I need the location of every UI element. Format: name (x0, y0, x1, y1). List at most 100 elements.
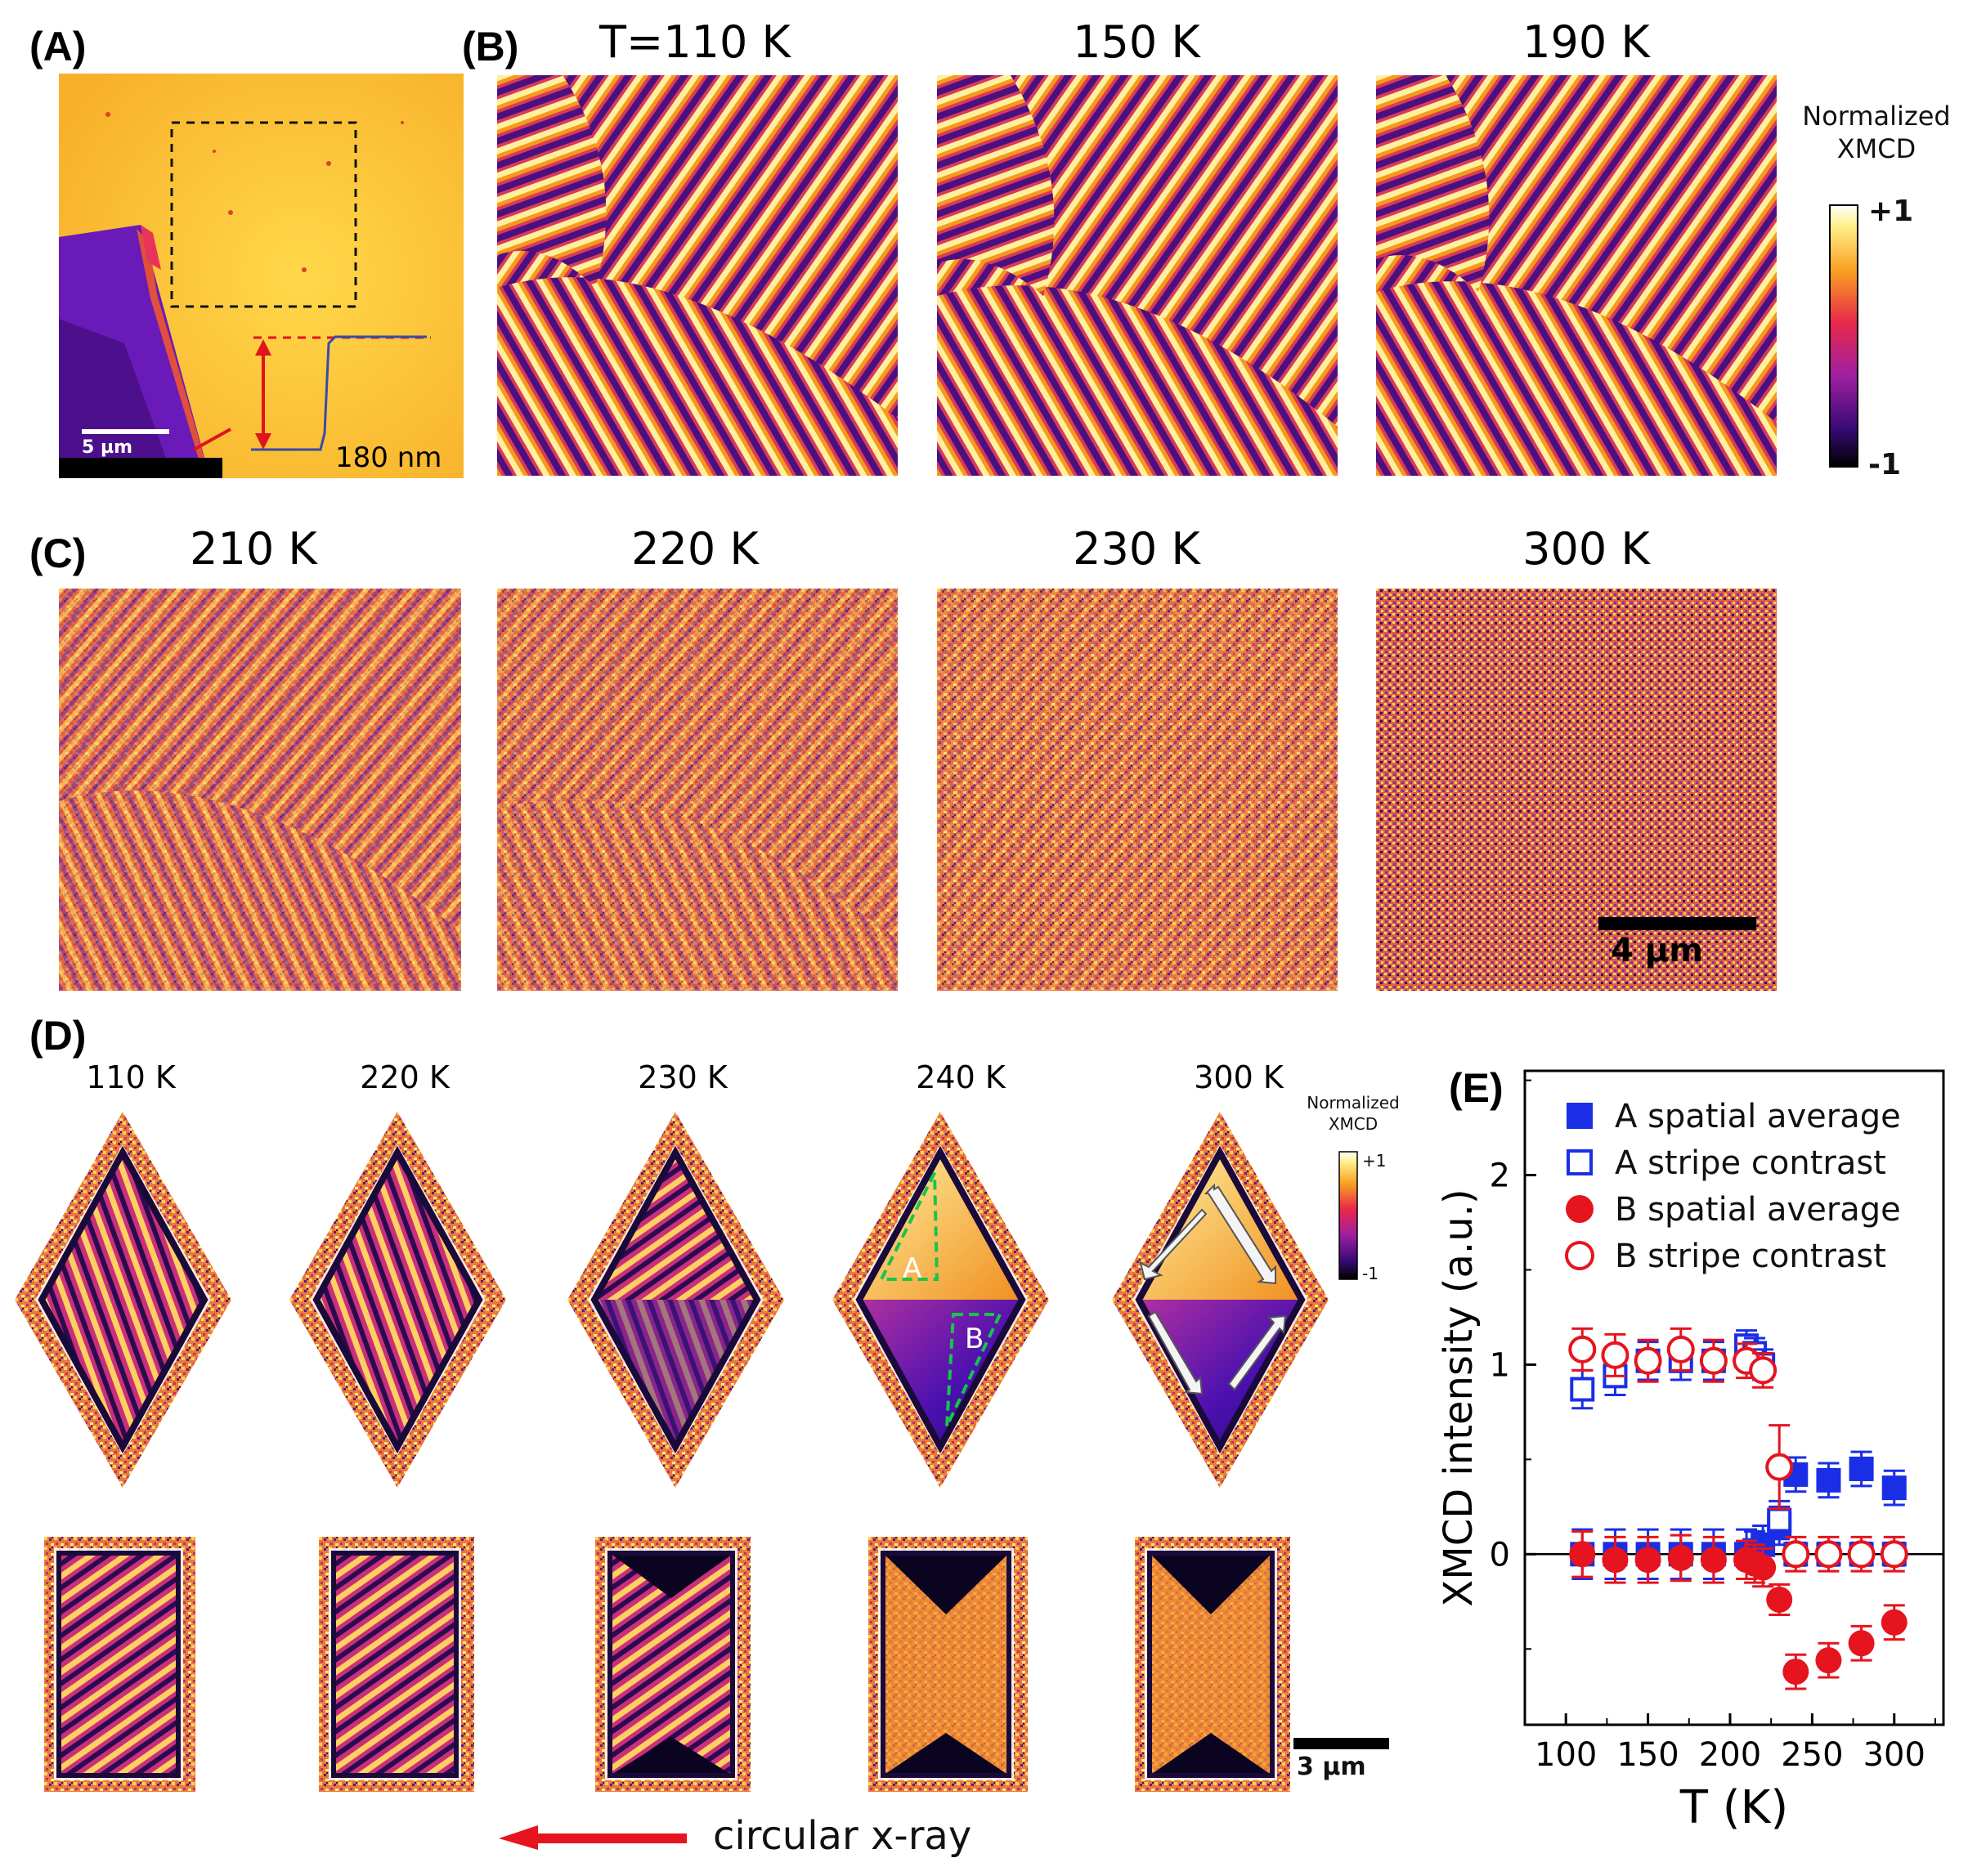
colorbar-d-max: +1 (1362, 1151, 1387, 1171)
temp-label-c3: 230 K (1073, 523, 1200, 575)
diamond-240K (832, 1112, 1049, 1488)
x-tick-label: 150 (1616, 1736, 1679, 1774)
temp-label-c1: 210 K (190, 523, 317, 575)
data-point (1602, 1547, 1629, 1574)
diamond-230K (567, 1112, 784, 1488)
legend-label: B spatial average (1615, 1191, 1901, 1229)
panel-e-letter: (E) (1449, 1065, 1504, 1111)
data-point (1601, 1341, 1630, 1369)
data-point (1814, 1540, 1843, 1569)
temp-label-d1: 110 K (86, 1059, 176, 1095)
colorbar-d-title-2: XMCD (1328, 1114, 1378, 1134)
diamond-110K (15, 1112, 231, 1488)
x-tick-label: 200 (1699, 1736, 1761, 1774)
data-point (1765, 1453, 1794, 1481)
data-point (1700, 1547, 1727, 1574)
xray-arrow-icon (499, 1825, 687, 1850)
region-b-label: B (965, 1323, 984, 1355)
legend-marker (1566, 1195, 1594, 1223)
y-tick-label: 2 (1490, 1157, 1510, 1195)
diamond-220K (289, 1112, 506, 1488)
colorbar-top (1829, 204, 1858, 468)
panel-a-image (59, 74, 464, 478)
legend-label: B stripe contrast (1615, 1238, 1886, 1275)
colorbar-top-title-1: Normalized (1802, 101, 1951, 132)
rect-110K (44, 1537, 195, 1792)
colorbar-d-min: -1 (1362, 1264, 1378, 1283)
data-point (1847, 1540, 1876, 1569)
magnetization-arrows (1139, 1183, 1287, 1395)
data-point (1750, 1554, 1777, 1581)
data-point (1849, 1456, 1874, 1481)
chart-e-svg: 100 150 200 250 300 0 1 2 A spatial average A st… (1436, 1069, 1945, 1834)
xmcd-image-150K (937, 75, 1338, 476)
temp-label-c2: 220 K (631, 523, 759, 575)
data-point (1699, 1346, 1728, 1375)
data-point (1848, 1630, 1875, 1657)
scalebar-a-label: 5 µm (82, 437, 133, 458)
scalebar-c (1598, 917, 1756, 930)
scalebar-c-label: 4 µm (1611, 932, 1703, 969)
xmcd-image-220K (497, 589, 898, 991)
region-a-outline (878, 1172, 939, 1281)
diamond-300K (1112, 1112, 1329, 1488)
temp-label-b1: T=110 K (599, 16, 791, 68)
temp-label-c4: 300 K (1522, 523, 1650, 575)
legend-label: A spatial average (1615, 1098, 1901, 1135)
panel-d-letter: (D) (29, 1013, 87, 1059)
temp-label-d4: 240 K (916, 1059, 1006, 1095)
data-point (1634, 1547, 1661, 1574)
rect-220K (319, 1537, 474, 1792)
data-point (1881, 1609, 1907, 1636)
legend-marker (1567, 1149, 1593, 1175)
data-point (1667, 1544, 1694, 1571)
colorbar-top-title: Normalized XMCD (1791, 100, 1962, 165)
x-axis-label: T (K) (1679, 1781, 1788, 1834)
temp-label-d3: 230 K (638, 1059, 728, 1095)
rect-230K (595, 1537, 751, 1792)
data-point (1816, 1467, 1841, 1493)
y-tick-label: 1 (1490, 1346, 1510, 1384)
colorbar-d-title: Normalized XMCD (1292, 1092, 1414, 1135)
data-point (1880, 1540, 1908, 1569)
y-axis-label: XMCD intensity (a.u.) (1436, 1189, 1482, 1606)
colorbar-top-title-2: XMCD (1836, 133, 1916, 164)
legend-marker (1565, 1241, 1594, 1270)
panel-c-letter: (C) (29, 531, 87, 576)
x-tick-label: 300 (1863, 1736, 1925, 1774)
zoom-box (170, 121, 357, 308)
data-point (1568, 1335, 1597, 1363)
panel-b-letter: (B) (462, 24, 519, 69)
colorbar-d (1338, 1151, 1358, 1280)
xmcd-image-210K (59, 589, 461, 991)
y-tick-label: 0 (1490, 1536, 1510, 1574)
legend-label: A stripe contrast (1615, 1144, 1886, 1182)
plot-frame (1523, 1069, 1945, 1726)
temp-label-d5: 300 K (1194, 1059, 1284, 1095)
xray-label: circular x-ray (713, 1813, 972, 1859)
xmcd-image-190K (1376, 75, 1777, 476)
xmcd-image-110K (497, 75, 898, 476)
xmcd-image-230K (937, 589, 1338, 991)
data-point (1749, 1356, 1777, 1385)
xmcd-image-300K (1376, 589, 1777, 991)
legend-marker (1567, 1103, 1593, 1129)
step-height-label: 180 nm (335, 441, 442, 474)
data-point (1569, 1541, 1596, 1568)
x-tick-label: 250 (1781, 1736, 1843, 1774)
data-point (1767, 1507, 1792, 1533)
colorbar-top-max: +1 (1868, 195, 1914, 228)
region-a-label: A (903, 1252, 922, 1285)
colorbar-d-title-1: Normalized (1307, 1093, 1400, 1113)
data-point (1666, 1335, 1695, 1363)
height-profile (251, 335, 427, 451)
scalebar-d-label: 3 µm (1297, 1753, 1366, 1781)
data-point (1634, 1346, 1662, 1375)
rect-240K (868, 1537, 1028, 1792)
panel-a-letter: (A) (29, 24, 87, 69)
data-point (1782, 1540, 1810, 1569)
x-tick-label: 100 (1535, 1736, 1597, 1774)
colorbar-top-min: -1 (1868, 448, 1901, 481)
data-point (1766, 1586, 1793, 1613)
data-point (1570, 1377, 1595, 1402)
